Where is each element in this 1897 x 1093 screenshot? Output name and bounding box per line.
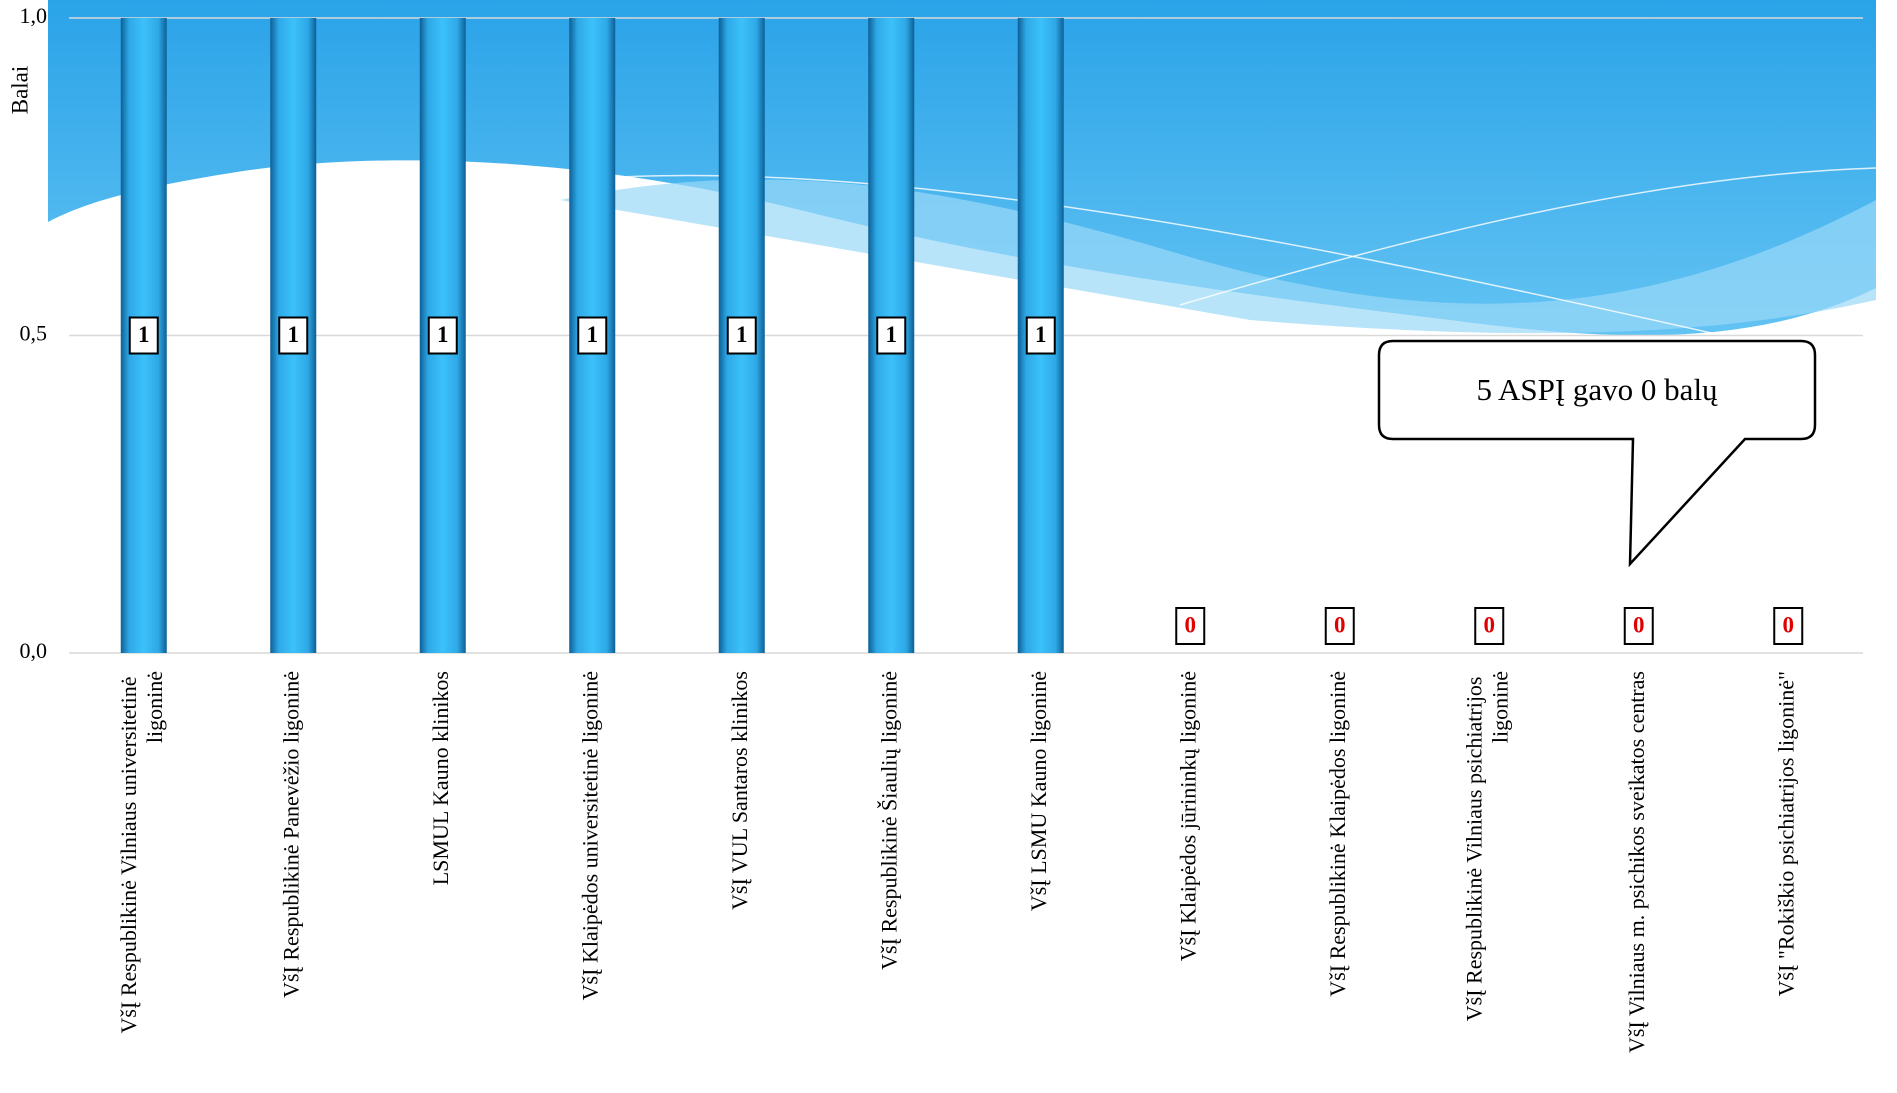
data-label-box <box>1324 607 1355 645</box>
data-label: 1 <box>736 322 748 347</box>
data-label-box <box>1773 607 1804 645</box>
x-tick-label: VšĮ Respublikinė Klaipėdos ligoninė <box>1325 671 1350 997</box>
data-label: 1 <box>1035 322 1047 347</box>
y-tick-label: 0,5 <box>20 321 48 346</box>
x-tick-label: VšĮ Respublikinė Panevėžio ligoninė <box>278 671 303 998</box>
x-tick-label: VšĮ Vilniaus m. psichikos sveikatos cent… <box>1624 671 1649 1053</box>
data-label-box <box>577 316 608 355</box>
data-label-box <box>726 316 757 355</box>
data-label: 0 <box>1783 612 1795 637</box>
x-tick-label: VšĮ Klaipėdos jūrininkų ligoninė <box>1175 671 1200 961</box>
data-label: 1 <box>288 322 300 347</box>
data-label-box <box>128 316 159 355</box>
callout: 5 ASPĮ gavo 0 balų <box>1377 339 1817 568</box>
data-label-box <box>1175 607 1206 645</box>
data-label: 1 <box>138 322 150 347</box>
x-tick-label: VšĮ Respublikinė Vilniaus psichiatrijos … <box>1461 671 1512 1021</box>
x-tick-label: VšĮ Respublikinė Šiaulių ligoninė <box>876 671 901 970</box>
data-label-box <box>1474 607 1505 645</box>
data-label-box <box>427 316 458 355</box>
annotation: 5 ASPĮ gavo 0 balų <box>1476 372 1718 407</box>
data-label-box <box>1623 607 1654 645</box>
y-tick-label: 1,0 <box>20 3 48 28</box>
data-label-box <box>1025 316 1056 355</box>
data-label: 0 <box>1185 612 1197 637</box>
x-tick-label: VšĮ Klaipėdos universitetinė ligoninė <box>577 671 602 1000</box>
y-axis-label: Balai <box>7 66 32 115</box>
x-tick-label: VšĮ "Rokiškio psichiatrijos ligoninė" <box>1773 671 1798 996</box>
x-tick-label: LSMUL Kauno klinikos <box>428 671 453 885</box>
background-waves <box>48 0 1877 336</box>
data-label: 0 <box>1334 612 1346 637</box>
data-label: 0 <box>1633 612 1645 637</box>
x-tick-label: VšĮ Respublikinė Vilniaus universitetinė… <box>116 671 167 1033</box>
x-tick-label: VšĮ LSMU Kauno ligoninė <box>1026 671 1051 911</box>
data-label: 1 <box>437 322 449 347</box>
data-label-box <box>876 316 907 355</box>
x-tick-label: VšĮ VUL Santaros klinikos <box>727 671 752 910</box>
data-label: 1 <box>587 322 599 347</box>
data-label: 0 <box>1484 612 1496 637</box>
data-label: 1 <box>886 322 898 347</box>
data-label-box <box>278 316 309 355</box>
y-tick-label: 0,0 <box>20 638 48 663</box>
